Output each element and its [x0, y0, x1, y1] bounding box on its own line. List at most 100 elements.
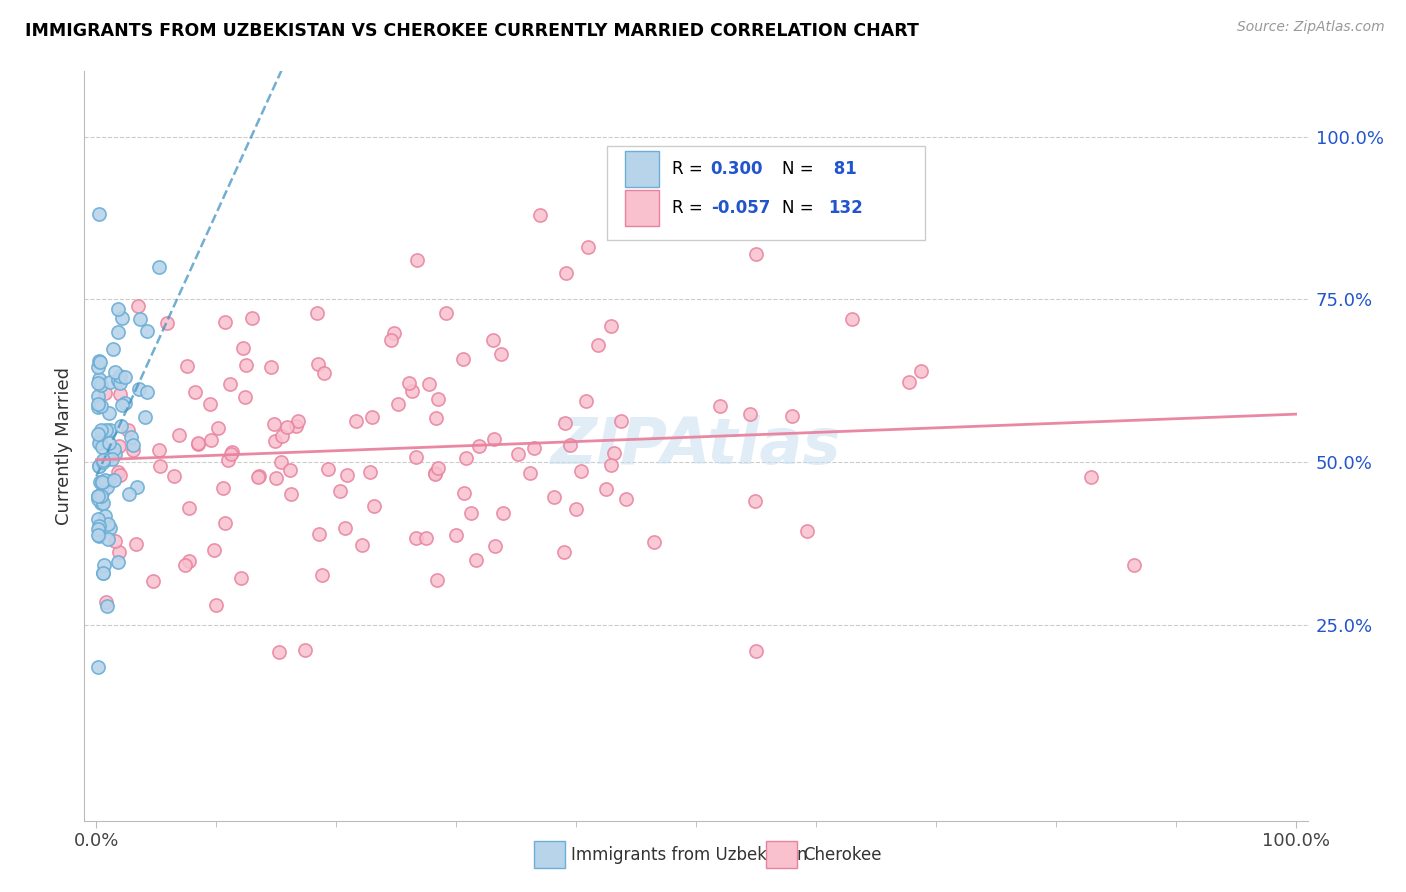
- Point: [90, 475, 112, 489]
- Point: [89, 355, 111, 369]
- Point: [359, 466, 381, 480]
- Point: [434, 306, 457, 320]
- Point: [745, 644, 768, 658]
- Point: [427, 460, 450, 475]
- Point: [176, 359, 198, 374]
- Point: [221, 444, 243, 458]
- Point: [96, 599, 118, 613]
- Point: [333, 520, 356, 534]
- Point: [114, 369, 136, 384]
- Point: [482, 432, 505, 446]
- Point: [382, 326, 405, 341]
- Point: [444, 528, 467, 542]
- Point: [352, 538, 374, 552]
- Point: [603, 446, 626, 460]
- Point: [738, 407, 761, 421]
- FancyBboxPatch shape: [626, 191, 659, 227]
- Point: [98, 474, 121, 488]
- Point: [202, 543, 225, 558]
- Point: [425, 410, 447, 425]
- Point: [169, 428, 191, 442]
- Point: [1122, 558, 1144, 573]
- Point: [214, 516, 236, 531]
- Point: [451, 351, 474, 366]
- Point: [86, 511, 108, 525]
- Point: [108, 376, 131, 390]
- Point: [427, 392, 450, 407]
- Point: [484, 540, 506, 554]
- Point: [97, 516, 120, 531]
- Point: [87, 436, 110, 450]
- Point: [86, 359, 108, 374]
- Point: [558, 438, 581, 452]
- Point: [111, 398, 134, 412]
- Point: [198, 397, 221, 411]
- Point: [179, 500, 201, 515]
- Point: [107, 465, 129, 479]
- Point: [267, 645, 290, 659]
- Point: [90, 424, 112, 438]
- Point: [780, 409, 803, 423]
- Point: [87, 519, 110, 533]
- Point: [453, 485, 475, 500]
- Point: [125, 480, 148, 494]
- Point: [125, 537, 148, 551]
- Point: [264, 470, 287, 484]
- Point: [460, 506, 482, 520]
- Point: [276, 420, 298, 434]
- Point: [98, 521, 121, 535]
- Point: [418, 377, 440, 392]
- Point: [280, 486, 302, 500]
- Point: [523, 441, 546, 455]
- Text: ZIPAtlas: ZIPAtlas: [551, 415, 841, 477]
- Point: [91, 475, 114, 489]
- Point: [101, 342, 124, 356]
- Point: [108, 545, 131, 559]
- Point: [90, 496, 112, 510]
- Point: [107, 325, 129, 339]
- Point: [271, 428, 294, 442]
- Point: [519, 466, 541, 480]
- Point: [87, 372, 110, 386]
- Text: R =: R =: [672, 200, 707, 218]
- Point: [543, 490, 565, 504]
- Point: [96, 423, 118, 437]
- Point: [423, 466, 446, 480]
- Point: [93, 473, 115, 487]
- Point: [553, 545, 575, 559]
- Point: [86, 528, 108, 542]
- Point: [127, 299, 149, 313]
- Y-axis label: Currently Married: Currently Married: [55, 367, 73, 525]
- Point: [103, 473, 125, 487]
- Point: [90, 485, 112, 500]
- Point: [575, 394, 598, 409]
- Point: [405, 531, 427, 545]
- Point: [108, 386, 131, 401]
- Point: [205, 598, 228, 612]
- Point: [122, 438, 145, 452]
- Point: [89, 475, 111, 489]
- Point: [104, 365, 127, 379]
- Point: [425, 467, 447, 481]
- Point: [163, 469, 186, 483]
- Point: [207, 421, 229, 435]
- Point: [87, 660, 110, 674]
- Point: [97, 533, 120, 547]
- Text: 81: 81: [828, 160, 856, 178]
- Point: [118, 486, 141, 500]
- FancyBboxPatch shape: [606, 146, 925, 240]
- Point: [247, 470, 270, 484]
- Point: [529, 208, 551, 222]
- Point: [142, 574, 165, 588]
- Point: [128, 383, 150, 397]
- Point: [360, 409, 382, 424]
- Point: [329, 483, 352, 498]
- Point: [595, 483, 617, 497]
- Point: [709, 399, 731, 413]
- Point: [96, 451, 118, 466]
- Point: [610, 414, 633, 428]
- Text: Immigrants from Uzbekistan: Immigrants from Uzbekistan: [571, 846, 807, 863]
- Point: [148, 260, 170, 275]
- Point: [600, 458, 623, 472]
- Point: [120, 430, 142, 444]
